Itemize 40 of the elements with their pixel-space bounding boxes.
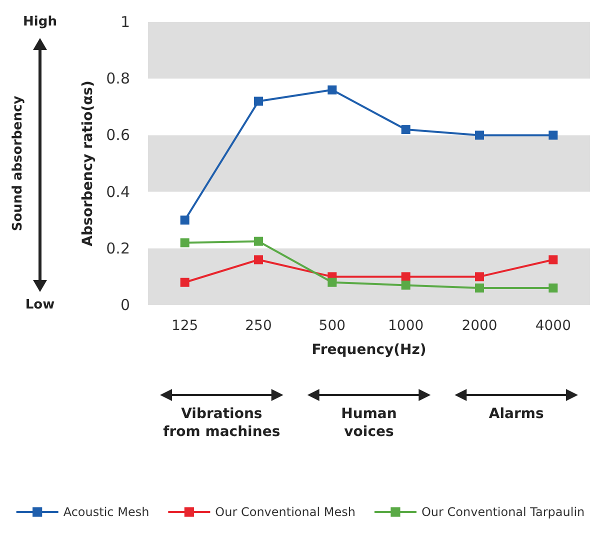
x-tick-label: 250 <box>245 318 272 334</box>
point <box>328 278 337 287</box>
point <box>180 216 190 225</box>
y-tick-label: 1 <box>120 13 130 31</box>
text: High <box>23 14 57 30</box>
text: Vibrations from machines <box>163 406 280 440</box>
point <box>254 96 263 106</box>
y-tick-label: 0.8 <box>106 70 130 88</box>
x-tick-label: 1000 <box>388 318 424 334</box>
y-tick-label: 0 <box>120 296 130 314</box>
y-axis-title: Absorbency ratio(αs) <box>80 80 96 246</box>
point <box>475 130 484 140</box>
x-tick-label: 125 <box>171 318 198 334</box>
point <box>401 125 410 134</box>
legend-label: Acoustic Mesh <box>63 505 150 519</box>
x-tick-label: 500 <box>318 318 346 334</box>
legend-label: Our Conventional Tarpaulin <box>421 505 585 519</box>
legend-label: Our Conventional Mesh <box>215 505 356 519</box>
point <box>475 272 484 282</box>
point <box>328 85 337 94</box>
x-axis-title: Frequency(Hz) <box>312 342 426 358</box>
point <box>548 130 558 140</box>
point <box>548 284 558 293</box>
y-tick-label: 0.4 <box>106 182 130 201</box>
point <box>401 272 410 282</box>
x-tick-label: 2000 <box>462 318 498 334</box>
text: Human voices <box>341 406 397 440</box>
point <box>254 255 263 264</box>
point <box>401 280 410 290</box>
point <box>548 255 558 264</box>
text: Low <box>25 298 55 312</box>
point <box>475 284 484 293</box>
text: Sound absorbency <box>10 95 26 232</box>
x-tick-label: 4000 <box>535 318 571 334</box>
point <box>254 236 263 246</box>
point <box>180 238 190 248</box>
point <box>180 278 190 287</box>
y-tick-label: 0.2 <box>106 239 130 258</box>
text: Alarms <box>488 406 544 422</box>
y-tick-label: 0.6 <box>106 126 130 144</box>
